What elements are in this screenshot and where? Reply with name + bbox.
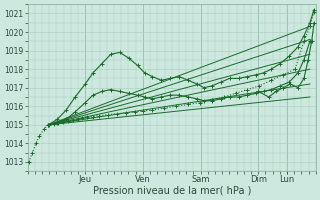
X-axis label: Pression niveau de la mer( hPa ): Pression niveau de la mer( hPa ) bbox=[92, 186, 251, 196]
